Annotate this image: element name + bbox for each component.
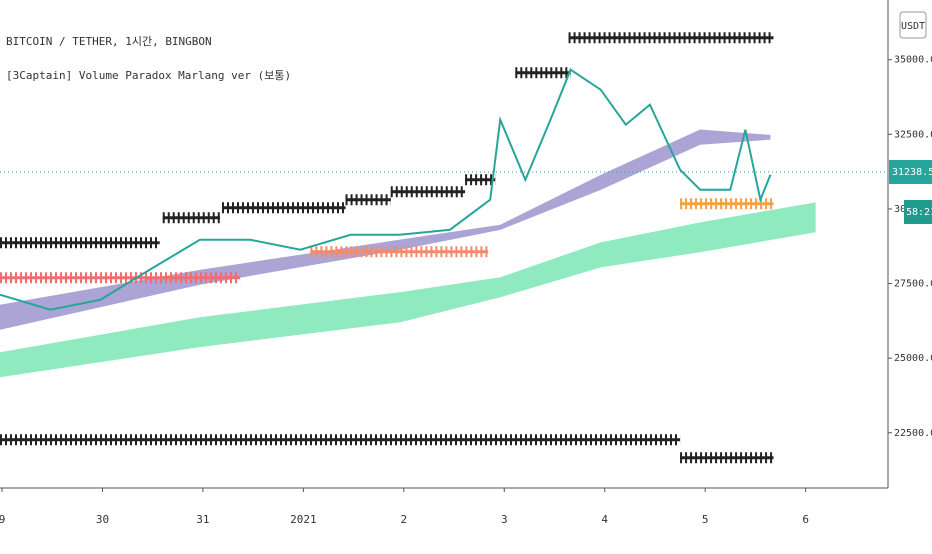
countdown-label: 58:21: [906, 207, 932, 218]
price-label: 31238.56: [892, 167, 932, 178]
indicator-title: [3Captain] Volume Paradox Marlang ver (보…: [6, 69, 291, 82]
currency-button[interactable]: [899, 11, 927, 39]
y-tick-label: 27500.00: [894, 279, 932, 290]
band: [0, 129, 771, 330]
y-tick-label: 25000.00: [894, 353, 932, 364]
x-tick-label: 3: [501, 513, 508, 526]
x-tick-label: 4: [601, 513, 608, 526]
x-tick-label: 30: [96, 513, 109, 526]
x-tick-label: 5: [702, 513, 709, 526]
y-tick-label: 22500.00: [894, 428, 932, 439]
chart-title: BITCOIN / TETHER, 1시간, BINGBON: [6, 35, 212, 48]
x-tick-label: 2: [401, 513, 408, 526]
x-tick-label: 2021: [290, 513, 317, 526]
y-tick-label: 35000.00: [894, 55, 932, 66]
band: [0, 202, 816, 378]
currency-label: USDT: [901, 21, 925, 32]
x-tick-label: 9: [0, 513, 5, 526]
y-tick-label: 32500.00: [894, 129, 932, 140]
price-box: [889, 159, 932, 184]
x-tick-label: 31: [196, 513, 209, 526]
price-line: [0, 68, 772, 311]
countdown-box: [904, 199, 932, 224]
x-tick-label: 6: [802, 513, 809, 526]
